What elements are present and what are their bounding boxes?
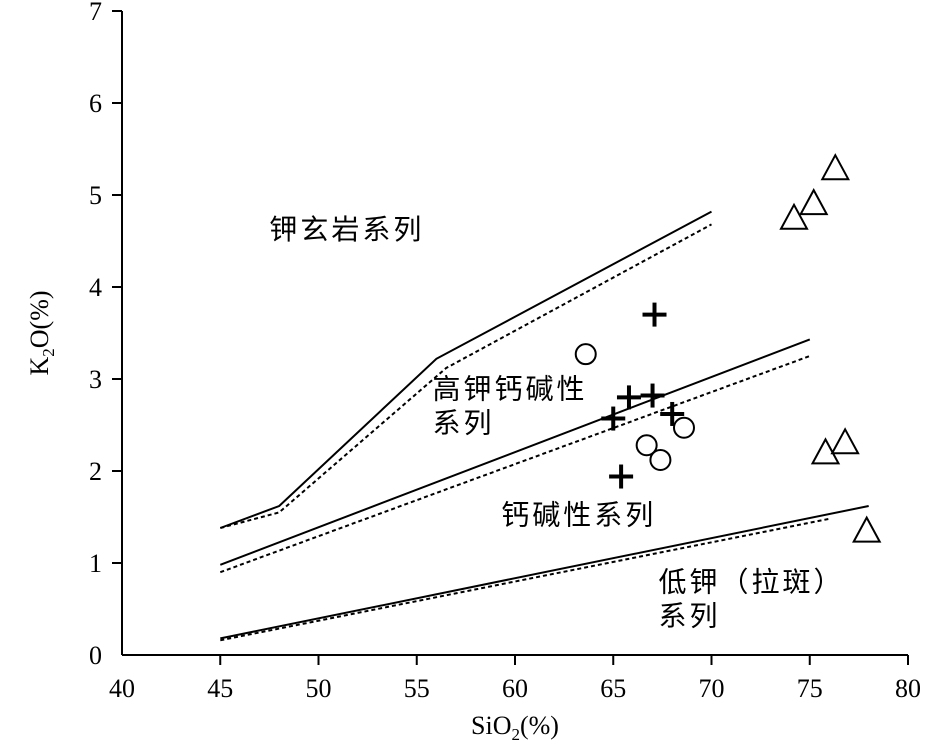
y-tick-label: 2 — [89, 457, 102, 486]
region-label: 低钾（拉斑）系列 — [658, 566, 844, 633]
y-tick-label: 4 — [89, 273, 102, 302]
y-ticks: 0 1 2 3 4 5 6 7 — [89, 0, 122, 670]
data-markers — [574, 153, 882, 543]
x-tick-label: 70 — [699, 674, 725, 703]
triangle-point — [799, 188, 829, 216]
plus-point — [601, 406, 626, 431]
x-tick-label: 80 — [895, 674, 921, 703]
boundary-line-dotted — [220, 223, 712, 529]
x-tick-label: 75 — [797, 674, 823, 703]
plus-point — [642, 302, 667, 327]
plus-point — [616, 385, 641, 410]
y-tick-label: 7 — [89, 0, 102, 26]
x-tick-label: 50 — [306, 674, 332, 703]
region-label-line: 系列 — [658, 600, 720, 633]
triangle-point — [779, 202, 809, 230]
triangle-point — [830, 427, 860, 455]
plus-point — [660, 401, 685, 426]
y-tick-label: 3 — [89, 365, 102, 394]
y-tick-label: 5 — [89, 181, 102, 210]
circle-point — [635, 434, 658, 457]
boundary-line-solid — [220, 505, 869, 640]
y-tick-label: 6 — [89, 89, 102, 118]
circle-point — [574, 343, 597, 366]
y-tick-label: 0 — [89, 641, 102, 670]
x-tick-label: 40 — [109, 674, 135, 703]
circle-point — [672, 416, 695, 439]
x-tick-label: 65 — [600, 674, 626, 703]
triangle-point — [820, 153, 850, 181]
x-axis-label: SiO2(%) — [471, 711, 559, 744]
boundary-line-dotted — [220, 517, 830, 642]
triangle-point — [852, 515, 882, 543]
region-label-line: 钾玄岩系列 — [269, 213, 424, 246]
y-axis-label: K2O(%) — [25, 290, 58, 375]
x-tick-label: 60 — [502, 674, 528, 703]
x-tick-label: 55 — [404, 674, 430, 703]
boundary-line-solid — [219, 210, 712, 529]
region-label: 钙碱性系列 — [501, 498, 656, 531]
region-label-line: 钙碱性系列 — [501, 498, 656, 531]
y-tick-label: 1 — [89, 549, 102, 578]
x-tick-label: 45 — [207, 674, 233, 703]
x-ticks: 40 45 50 55 60 65 70 75 80 — [109, 655, 921, 703]
region-label: 高钾钙碱性系列 — [432, 372, 587, 439]
boundary-line-solid — [219, 338, 811, 566]
plus-point — [640, 383, 665, 408]
region-label-line: 高钾钙碱性 — [432, 372, 587, 405]
circle-point — [649, 448, 672, 471]
region-label: 钾玄岩系列 — [269, 213, 424, 246]
region-label-line: 低钾（拉斑） — [658, 566, 844, 599]
region-label-line: 系列 — [432, 406, 494, 439]
plus-point — [609, 464, 634, 489]
axes — [121, 11, 908, 656]
series-boundaries — [219, 210, 869, 642]
